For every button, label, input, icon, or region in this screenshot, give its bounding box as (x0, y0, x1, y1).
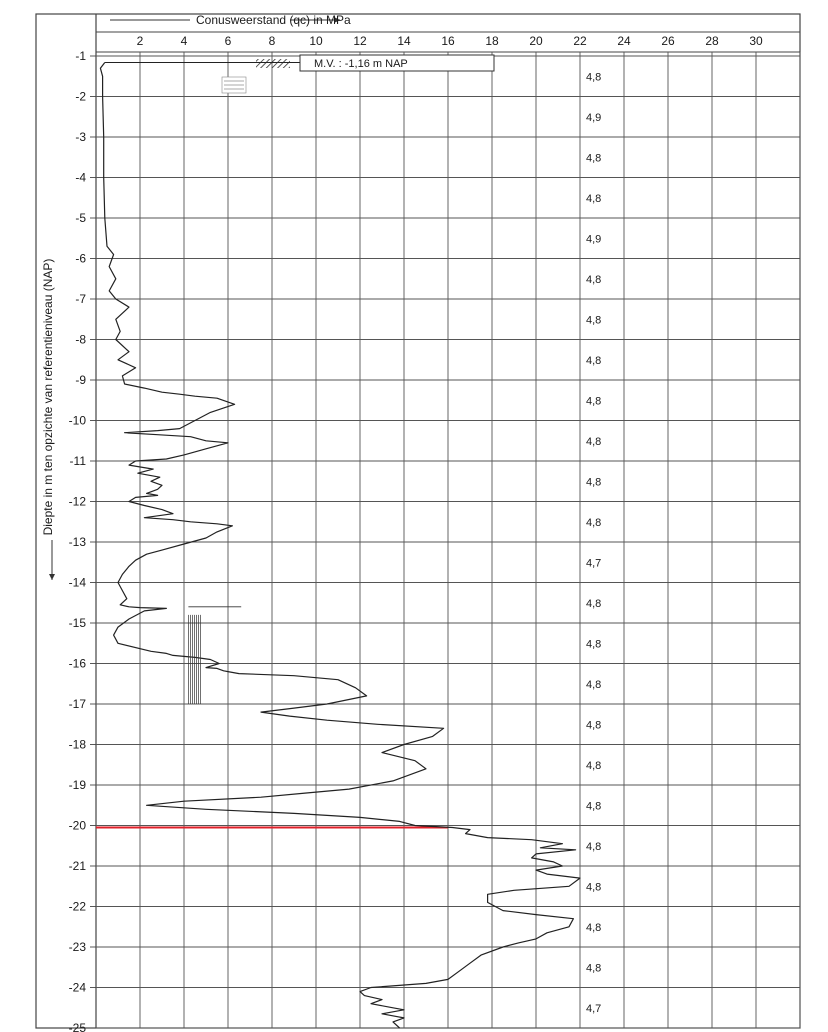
x-tick-label: 26 (661, 34, 675, 48)
x-tick-label: 28 (705, 34, 719, 48)
y-tick-label: -8 (75, 333, 86, 347)
y-tick-label: -7 (75, 292, 86, 306)
friction-ratio-label: 4,8 (586, 355, 601, 367)
chart-title: Conusweerstand (qc) in MPa (196, 13, 351, 27)
x-tick-label: 4 (181, 34, 188, 48)
grid (90, 52, 801, 1029)
y-tick-label: -6 (75, 252, 86, 266)
y-tick-label: -16 (69, 657, 87, 671)
x-tick-label: 6 (225, 34, 232, 48)
friction-ratio-label: 4,8 (586, 679, 601, 691)
y-tick-label: -25 (69, 1021, 87, 1032)
y-tick-label: -21 (69, 859, 87, 873)
y-tick-label: -20 (69, 819, 87, 833)
friction-ratio-label: 4,9 (586, 233, 601, 245)
y-tick-label: -18 (69, 738, 87, 752)
y-tick-label: -14 (69, 576, 87, 590)
y-tick-label: -1 (75, 49, 86, 63)
friction-ratio-label: 4,8 (586, 314, 601, 326)
x-tick-label: 14 (397, 34, 411, 48)
title-arrow-head (334, 17, 340, 23)
x-tick-label: 30 (749, 34, 763, 48)
y-tick-label: -5 (75, 211, 86, 225)
label-layer: Conusweerstand (qc) in MPa Diepte in m t… (41, 13, 763, 1032)
friction-ratio-label: 4,8 (586, 881, 601, 893)
legend-stamp (221, 59, 290, 94)
friction-ratio-label: 4,8 (586, 598, 601, 610)
series-layer (99, 61, 581, 1029)
ylabel-arrow-head (49, 574, 55, 580)
friction-ratio-label: 4,8 (586, 760, 601, 772)
friction-ratio-label: 4,7 (586, 557, 601, 569)
friction-ratio-label: 4,8 (586, 800, 601, 812)
y-tick-label: -24 (69, 981, 87, 995)
friction-ratio-label: 4,8 (586, 922, 601, 934)
y-tick-label: -13 (69, 535, 87, 549)
y-tick-label: -11 (70, 454, 87, 468)
y-axis-label: Diepte in m ten opzichte van referentien… (41, 259, 55, 536)
friction-ratio-label: 4,8 (586, 962, 601, 974)
mv-annotation: M.V. : -1,16 m NAP (299, 54, 495, 72)
x-tick-label: 12 (353, 34, 367, 48)
x-tick-label: 2 (137, 34, 144, 48)
x-tick-label: 8 (269, 34, 276, 48)
y-tick-label: -3 (75, 130, 86, 144)
y-tick-label: -19 (69, 778, 87, 792)
friction-ratio-label: 4,8 (586, 638, 601, 650)
x-tick-label: 22 (573, 34, 587, 48)
friction-ratio-label: 4,8 (586, 71, 601, 83)
friction-ratio-label: 4,9 (586, 112, 601, 124)
x-tick-label: 18 (485, 34, 499, 48)
y-tick-label: -15 (69, 616, 87, 630)
x-tick-label: 20 (529, 34, 543, 48)
mv-annotation-text: M.V. : -1,16 m NAP (314, 58, 408, 70)
friction-ratio-label: 4,8 (586, 436, 601, 448)
outer-border (35, 13, 801, 1029)
x-tick-label: 24 (617, 34, 631, 48)
friction-ratio-label: 4,8 (586, 719, 601, 731)
friction-ratio-label: 4,8 (586, 517, 601, 529)
y-tick-label: -4 (75, 171, 86, 185)
y-tick-label: -17 (69, 697, 87, 711)
friction-ratio-label: 4,8 (586, 476, 601, 488)
y-tick-label: -2 (75, 90, 86, 104)
y-tick-label: -9 (75, 373, 86, 387)
friction-ratio-label: 4,8 (586, 274, 601, 286)
friction-ratio-label: 4,8 (586, 193, 601, 205)
x-tick-label: 16 (441, 34, 455, 48)
y-tick-label: -23 (69, 940, 87, 954)
y-tick-label: -12 (69, 495, 87, 509)
chart-frame (35, 13, 801, 1029)
friction-ratio-label: 4,8 (586, 841, 601, 853)
x-tick-label: 10 (309, 34, 323, 48)
friction-ratio-label: 4,8 (586, 152, 601, 164)
friction-ratio-label: 4,7 (586, 1003, 601, 1015)
qc-series-line (99, 62, 581, 1029)
measurement-marks (188, 606, 242, 704)
y-tick-label: -22 (69, 900, 87, 914)
y-tick-label: -10 (69, 414, 87, 428)
friction-ratio-label: 4,8 (586, 395, 601, 407)
